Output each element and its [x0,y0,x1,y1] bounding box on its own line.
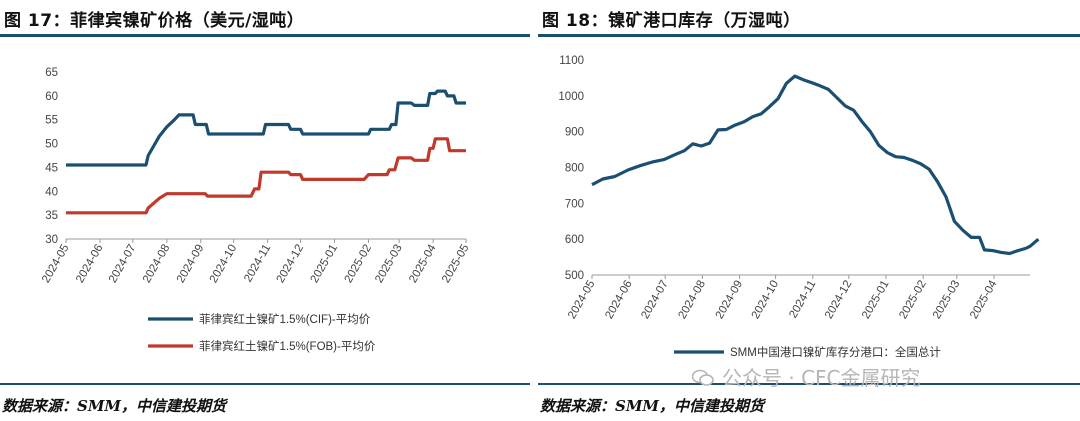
x-tick-label: 2024-07 [107,243,139,286]
right-figure-panel: 图 18：镍矿港口库存（万湿吨） 500 600 700 800 900 1000 1100… [538,0,1080,421]
left-figure-panel: 图 17：菲律宾镍矿价格（美元/湿吨） 30 35 40 45 50 55 60 65 2024… [0,0,530,421]
y-tick-label: 700 [565,198,584,210]
x-tick-label: 2024-12 [275,243,307,286]
x-tick-label: 2024-07 [639,279,671,322]
x-tick-label: 2024-06 [74,243,106,286]
left-figure-title: 图 17：菲律宾镍矿价格（美元/湿吨） [4,11,305,31]
y-axis: 500 600 700 800 900 1000 1100 [558,55,584,282]
y-axis: 30 35 40 45 50 55 60 65 [45,67,58,246]
x-tick-label: 2024-08 [676,279,708,322]
y-tick-label: 55 [45,115,58,127]
legend-entry-2: 菲律宾红土镍矿1.5%(FOB)-平均价 [148,339,376,353]
y-tick-label: 40 [45,186,58,198]
y-tick-label: 500 [565,270,584,282]
x-tick-label: 2024-10 [208,243,240,286]
left-source-text: 数据来源：SMM，中信建投期货 [2,397,227,415]
y-tick-label: 45 [45,162,58,174]
wechat-icon [692,369,714,386]
legend-label: SMM中国港口镍矿库存分港口：全国总计 [730,345,941,359]
x-axis: 2024-05 2024-06 2024-07 2024-08 2024-09 2024-… [40,238,472,286]
series-line-1 [66,89,466,167]
x-tick-label: 2025-02 [897,279,929,322]
x-tick-label: 2024-11 [242,243,273,285]
x-tick-label: 2024-08 [141,243,173,286]
x-axis: 2024-05 2024-06 2024-07 2024-08 2024-09 2024-… [566,274,1030,322]
legend-label: 菲律宾红土镍矿1.5%(FOB)-平均价 [199,339,376,353]
right-figure-title: 图 18：镍矿港口库存（万湿吨） [542,11,801,31]
y-tick-label: 65 [45,67,58,79]
x-tick-label: 2025-03 [373,243,405,286]
x-tick-label: 2024-06 [603,279,635,322]
right-source-rule [538,383,1080,385]
x-tick-label: 2025-02 [343,243,375,286]
x-tick-label: 2025-01 [309,243,341,286]
legend-label: 菲律宾红土镍矿1.5%(CIF)-平均价 [199,312,371,326]
x-tick-label: 2024-09 [714,279,746,322]
watermark-text: 公众号 · CFC金属研究 [722,366,921,390]
x-tick-label: 2024-09 [175,243,207,286]
x-tick-label: 2025-04 [407,242,439,285]
y-tick-label: 600 [565,234,584,246]
x-tick-label: 2025-01 [860,279,892,322]
y-tick-label: 30 [45,234,58,246]
x-tick-label: 2024-11 [787,279,818,321]
right-title-rule [538,34,1080,37]
left-title-rule [0,34,530,37]
series-line-1 [591,74,1040,256]
series-line-2 [66,137,466,215]
x-tick-label: 2024-12 [823,279,855,322]
y-tick-label: 60 [45,91,58,103]
x-tick-label: 2024-10 [750,279,782,322]
legend-entry-1: 菲律宾红土镍矿1.5%(CIF)-平均价 [148,312,371,326]
y-tick-label: 800 [565,163,584,175]
x-tick-label: 2024-05 [566,279,598,322]
watermark: 公众号 · CFC金属研究 [692,362,921,391]
left-source-rule [0,383,530,385]
y-tick-label: 900 [565,127,584,139]
x-tick-label: 2024-05 [40,243,72,286]
x-tick-label: 2025-05 [440,243,472,286]
y-tick-label: 50 [45,139,58,151]
right-source-text: 数据来源：SMM，中信建投期货 [540,397,765,415]
y-tick-label: 1100 [559,55,584,67]
y-tick-label: 35 [45,210,58,222]
y-tick-label: 1000 [558,91,584,103]
x-tick-label: 2025-03 [931,279,963,322]
x-tick-label: 2025-04 [968,278,1000,321]
legend-entry-1: SMM中国港口镍矿库存分港口：全国总计 [674,345,941,359]
